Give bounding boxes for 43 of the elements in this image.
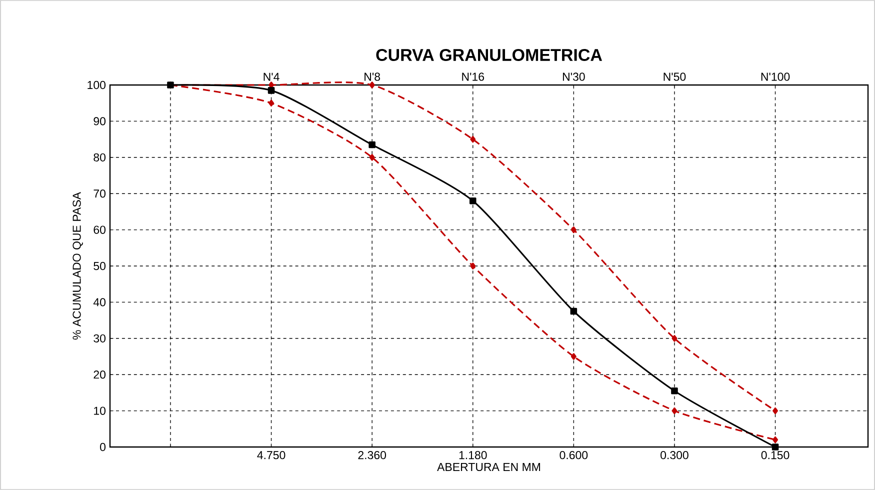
y-tick-label: 20 <box>94 370 106 379</box>
point <box>772 444 779 450</box>
point <box>268 100 274 106</box>
y-tick-label: 70 <box>94 190 106 198</box>
y-tick-label: 40 <box>93 298 106 306</box>
text: N'50 <box>664 72 686 81</box>
y-tick-label: 50 <box>94 262 106 270</box>
chart-title: CURVA GRANULOMETRICA <box>376 48 602 61</box>
point <box>470 136 476 143</box>
x-tick-label: 1.180 <box>459 451 487 460</box>
y-tick-label: 90 <box>94 117 106 126</box>
y-tick-label: 80 <box>94 153 106 162</box>
text: N'30 <box>562 72 585 81</box>
point <box>570 308 578 315</box>
y-tick-label: 30 <box>94 334 106 342</box>
point <box>672 335 678 342</box>
point <box>470 262 476 270</box>
text: N'4 <box>264 72 280 81</box>
point <box>671 388 678 394</box>
x-tick-label: 0.150 <box>761 451 790 460</box>
text: N'100 <box>761 72 790 81</box>
point <box>469 197 476 204</box>
y-tick-label: 60 <box>94 226 106 234</box>
x-tick-label: 0.300 <box>660 451 688 460</box>
point <box>570 226 576 234</box>
y-tick-label: 0 <box>100 442 106 452</box>
text: N'16 <box>462 72 484 81</box>
x-tick-label: 0.600 <box>560 451 588 460</box>
point <box>772 436 778 444</box>
y-axis-title: % ACUMULADO QUE PASA <box>72 192 83 340</box>
point <box>268 87 275 94</box>
x-tick-label: 2.360 <box>358 451 386 460</box>
x-tick-label: 4.750 <box>257 451 286 460</box>
point <box>570 353 576 360</box>
y-tick-label: 10 <box>94 406 106 415</box>
point <box>772 407 778 414</box>
point <box>368 141 376 148</box>
point <box>672 407 678 414</box>
text: N'8 <box>364 72 380 81</box>
point <box>369 154 375 161</box>
y-tick-label: 100 <box>88 80 106 90</box>
x-axis-title: ABERTURA EN MM <box>437 463 540 472</box>
point <box>369 82 375 88</box>
